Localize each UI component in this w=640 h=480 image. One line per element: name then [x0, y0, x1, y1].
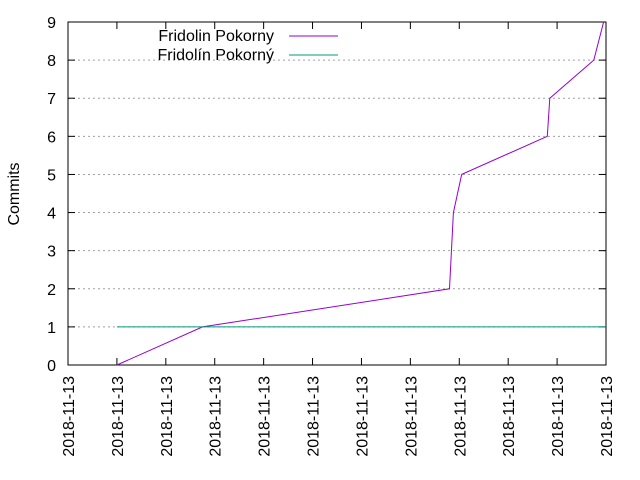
y-tick-label: 7: [47, 91, 56, 108]
x-tick-label: 2018-11-13: [208, 376, 225, 457]
x-tick-label: 2018-11-13: [452, 376, 469, 457]
y-tick-label: 4: [47, 206, 56, 223]
x-tick-label: 2018-11-13: [550, 376, 567, 457]
y-tick-label: 3: [47, 244, 56, 261]
x-tick-label: 2018-11-13: [159, 376, 176, 457]
y-tick-label: 1: [47, 320, 56, 337]
x-tick-label: 2018-11-13: [403, 376, 420, 457]
legend: Fridolin Pokorny Fridolín Pokorný: [158, 28, 338, 64]
y-tick-label: 0: [47, 358, 56, 375]
x-tick-label: 2018-11-13: [354, 376, 371, 457]
x-tick-label: 2018-11-13: [257, 376, 274, 457]
axis-ticks: [67, 21, 607, 366]
series-line-0: [116, 21, 605, 366]
x-tick-label: 2018-11-13: [306, 376, 323, 457]
y-tick-label: 6: [47, 129, 56, 146]
x-tick-label: 2018-11-13: [110, 376, 127, 457]
x-tick-label: 2018-11-13: [501, 376, 518, 457]
y-tick-label: 5: [47, 167, 56, 184]
series-lines: [116, 21, 606, 366]
y-tick-label: 2: [47, 282, 56, 299]
x-tick-labels: 2018-11-13 2018-11-13 2018-11-13 2018-11-13…: [61, 376, 616, 457]
y-tick-label: 9: [47, 15, 56, 32]
y-tick-label: 8: [47, 53, 56, 70]
y-tick-labels: 0 1 2 3 4 5 6 7 8 9: [47, 15, 56, 375]
legend-label: Fridolin Pokorny: [158, 28, 274, 45]
x-tick-label: 2018-11-13: [599, 376, 616, 457]
legend-label: Fridolín Pokorný: [158, 47, 275, 64]
x-tick-label: 2018-11-13: [61, 376, 78, 457]
plot-frame: [67, 21, 607, 366]
grid-lines: [68, 59, 606, 328]
y-axis-label: Commits: [6, 162, 23, 225]
